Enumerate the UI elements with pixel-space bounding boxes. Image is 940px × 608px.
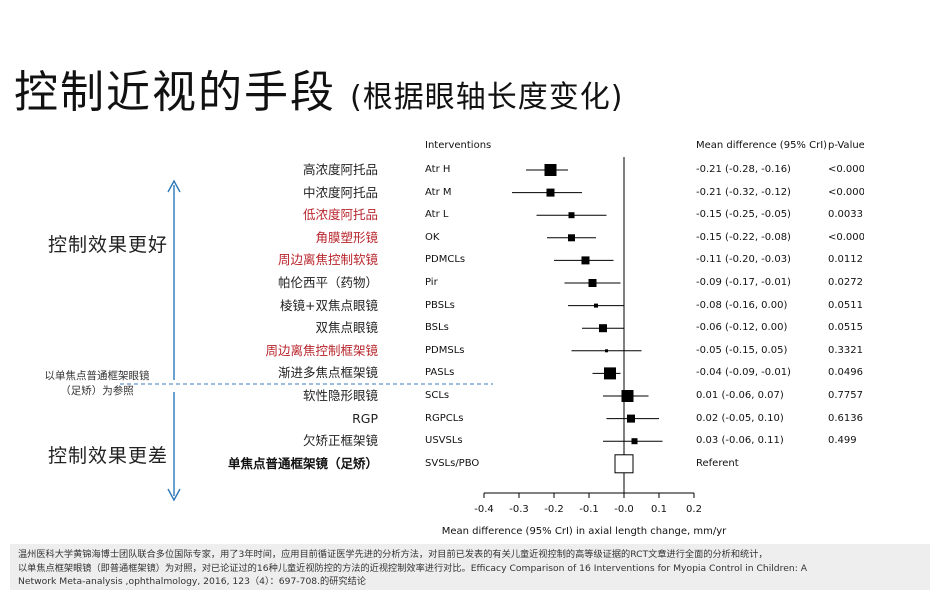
point-estimate — [581, 256, 590, 265]
point-estimate — [588, 279, 597, 287]
intervention-abbr: Atr M — [425, 186, 452, 198]
x-tick-label: -0.0 — [614, 504, 634, 515]
intervention-name: 单焦点普通框架镜（足矫） — [227, 455, 378, 471]
header-p-value: p-Value — [828, 140, 864, 151]
intervention-name: 周边离焦控制软镜 — [277, 252, 378, 268]
p-value: 0.3321 — [828, 344, 863, 356]
point-estimate — [627, 414, 635, 423]
p-value: 0.0511 — [828, 299, 863, 311]
reference-note: 以单焦点普通框架眼镜 （足矫）为参照 — [22, 369, 172, 399]
p-value: 0.0033 — [828, 209, 863, 221]
p-value: 0.0112 — [828, 254, 863, 266]
reference-note-line: （足矫）为参照 — [60, 385, 134, 397]
title-subtitle: (根据眼轴长度变化) — [350, 80, 624, 115]
point-estimate — [605, 349, 608, 353]
point-estimate — [604, 367, 616, 380]
point-estimate — [599, 324, 607, 333]
intervention-name: 渐进多焦点框架镜 — [277, 365, 378, 381]
mean-difference-value: 0.02 (-0.05, 0.10) — [696, 412, 784, 424]
mean-difference-value: -0.11 (-0.20, -0.03) — [696, 254, 791, 266]
footnote-line: Network Meta-analysis ,ophthalmology, 20… — [18, 576, 366, 587]
mean-difference-value: -0.21 (-0.32, -0.12) — [696, 186, 791, 198]
intervention-abbr: PBSLs — [425, 299, 455, 311]
p-value: 0.0496 — [828, 367, 863, 379]
header-mean-difference: Mean difference (95% CrI) — [696, 140, 828, 151]
p-value: 0.7757 — [828, 390, 863, 401]
intervention-name: 周边离焦控制框架镜 — [265, 342, 378, 358]
x-tick-label: -0.2 — [544, 504, 564, 515]
intervention-abbr: RGPCLs — [425, 412, 464, 424]
intervention-name: 帕伦西平（药物） — [277, 275, 378, 290]
intervention-abbr: USVSLs — [425, 435, 463, 447]
intervention-abbr: Pir — [425, 277, 438, 288]
mean-difference-value: -0.15 (-0.25, -0.05) — [696, 209, 791, 221]
intervention-abbr: PDMCLs — [425, 254, 466, 266]
mean-difference-value: 0.01 (-0.06, 0.07) — [696, 390, 784, 401]
referent-marker — [614, 454, 634, 474]
point-estimate — [631, 438, 638, 445]
source-footnote: 温州医科大学黄锦海博士团队联合多位国际专家，用了3年时间，应用目前循证医学先进的… — [10, 544, 930, 590]
mean-difference-value: -0.06 (-0.12, 0.00) — [696, 322, 788, 334]
mean-difference-value: -0.08 (-0.16, 0.00) — [696, 299, 788, 311]
mean-difference-value: -0.21 (-0.28, -0.16) — [696, 164, 791, 175]
mean-difference-value: Referent — [696, 457, 739, 469]
x-tick-label: -0.1 — [579, 504, 599, 515]
point-estimate — [621, 390, 634, 402]
point-estimate — [594, 303, 598, 308]
p-value: <0.0001 — [828, 164, 864, 175]
p-value: 0.0272 — [828, 277, 863, 288]
intervention-abbr: SCLs — [425, 390, 450, 401]
intervention-abbr: SVSLs/PBO — [425, 457, 480, 469]
intervention-name: RGP — [352, 410, 378, 426]
intervention-name: 欠矫正框架镜 — [302, 433, 378, 449]
intervention-abbr: OK — [425, 231, 440, 243]
header-interventions: Interventions — [425, 140, 492, 151]
point-estimate — [568, 212, 575, 219]
x-tick-label: 0.1 — [651, 504, 667, 515]
mean-difference-value: -0.05 (-0.15, 0.05) — [696, 344, 788, 356]
intervention-abbr: Atr L — [425, 209, 449, 221]
x-axis-label: Mean difference (95% CrI) in axial lengt… — [442, 526, 727, 537]
p-value: 0.499 — [828, 435, 857, 447]
point-estimate — [546, 188, 555, 197]
mean-difference-value: -0.15 (-0.22, -0.08) — [696, 231, 791, 243]
p-value: <0.0001 — [828, 231, 864, 243]
point-estimate — [544, 164, 557, 176]
footnote-line: 温州医科大学黄锦海博士团队联合多位国际专家，用了3年时间，应用目前循证医学先进的… — [18, 549, 768, 560]
intervention-name: 中浓度阿托品 — [302, 184, 378, 200]
intervention-name: 角膜塑形镜 — [315, 229, 378, 245]
up-arrow — [167, 179, 181, 380]
intervention-name: 高浓度阿托品 — [302, 162, 378, 177]
point-estimate — [568, 234, 575, 242]
intervention-name: 双焦点眼镜 — [315, 320, 378, 336]
intervention-name: 软性隐形眼镜 — [302, 388, 378, 403]
intervention-abbr: BSLs — [425, 322, 449, 334]
intervention-name: 低浓度阿托品 — [302, 207, 378, 223]
title-main: 控制近视的手段 — [14, 67, 336, 118]
page-title: 控制近视的手段 (根据眼轴长度变化) — [14, 56, 623, 120]
down-arrow — [167, 392, 181, 502]
worse-label: 控制效果更差 — [48, 445, 169, 467]
x-tick-label: -0.4 — [474, 504, 494, 515]
p-value: 0.6136 — [828, 412, 863, 424]
reference-note-line: 以单焦点普通框架眼镜 — [44, 370, 150, 382]
x-tick-label: 0.2 — [686, 504, 702, 515]
mean-difference-value: 0.03 (-0.06, 0.11) — [696, 435, 784, 447]
mean-difference-value: -0.04 (-0.09, -0.01) — [696, 367, 791, 379]
p-value: 0.0515 — [828, 322, 863, 334]
mean-difference-value: -0.09 (-0.17, -0.01) — [696, 277, 791, 288]
intervention-name: 棱镜+双焦点眼镜 — [280, 297, 378, 313]
intervention-abbr: PASLs — [425, 367, 455, 379]
better-label: 控制效果更好 — [48, 234, 169, 256]
intervention-abbr: Atr H — [425, 164, 451, 175]
p-value: <0.0001 — [828, 186, 864, 198]
intervention-abbr: PDMSLs — [425, 344, 465, 356]
x-tick-label: -0.3 — [509, 504, 529, 515]
footnote-line: 以单焦点框架眼镜（即普通框架镜）为对照，对已论证过的16种儿童近视防控的方法的近… — [18, 562, 807, 574]
